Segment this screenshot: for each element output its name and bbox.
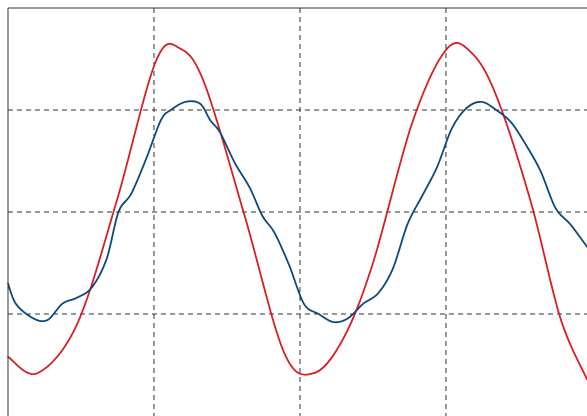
- series-layer: [7, 42, 587, 381]
- plot-frame: [7, 7, 587, 416]
- series-line-2: [7, 100, 587, 324]
- grid-lines: [8, 8, 587, 416]
- series-line-1: [7, 42, 587, 381]
